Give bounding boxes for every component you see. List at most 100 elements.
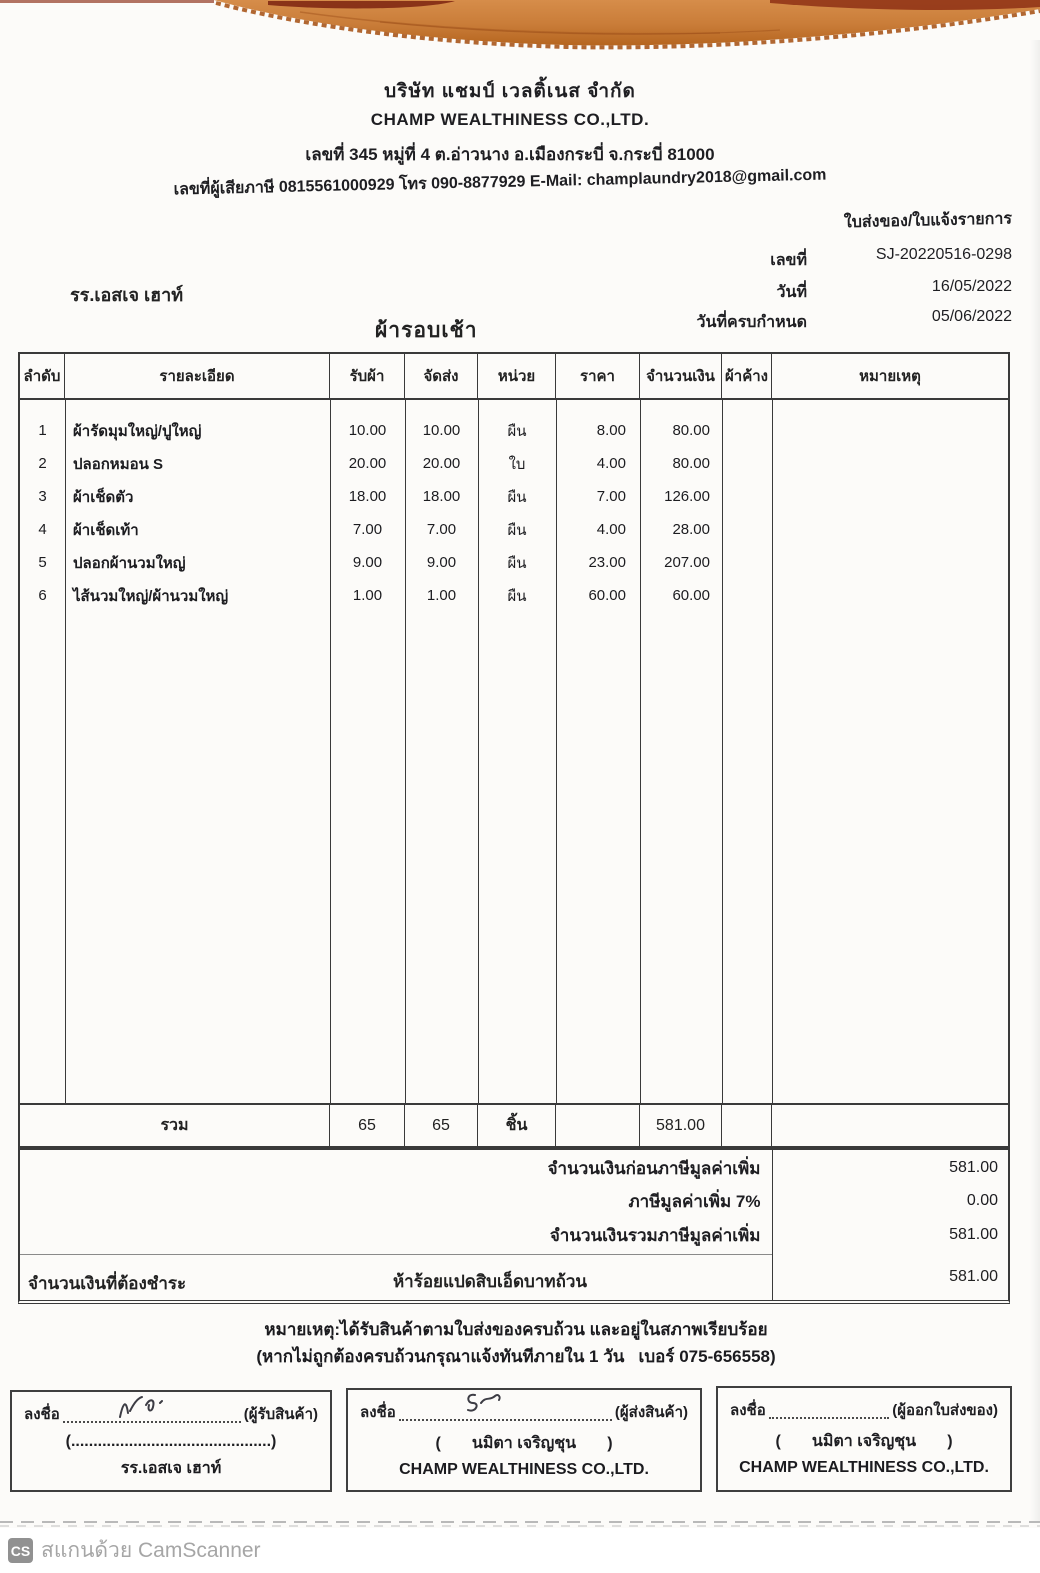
summary-row-vat: ภาษีมูลค่าเพิ่ม 7% 0.00: [20, 1186, 1008, 1216]
item-no: 1: [38, 422, 47, 439]
vat-value: 0.00: [966, 1192, 998, 1209]
table-row: 6 ไส้นวมใหญ่/ผ้านวมใหญ่ 1.00 1.00 ผืน 60…: [20, 579, 1008, 612]
col-header-remarks: หมายเหตุ: [859, 368, 921, 385]
company-name-english: CHAMP WEALTHINESS CO.,LTD.: [370, 110, 650, 129]
item-desc: ปลอกหมอน S: [73, 455, 164, 473]
item-unit: ผืน: [507, 488, 527, 506]
item-delivered: 9.00: [426, 554, 457, 571]
payable-divider-line: [20, 1254, 772, 1255]
col-header-pending: ผ้าค้าง: [722, 354, 772, 398]
wood-background: [0, 0, 1040, 50]
torn-top-sliver: [0, 0, 214, 3]
item-delivered: 1.00: [426, 587, 457, 604]
customer-name: รร.เอสเจ เฮาท์: [70, 285, 184, 305]
item-desc: ผ้าเช็ดเท้า: [73, 521, 139, 539]
amount-in-words: ห้าร้อยแปดสิบเอ็ดบาทถ้วน: [392, 1272, 588, 1291]
summary-row-payable: จำนวนเงินที่ต้องชำระ ห้าร้อยแปดสิบเอ็ดบา…: [20, 1254, 1008, 1304]
company-name-thai: บริษัท แชมป์ เวลติ้เนส จำกัด: [384, 81, 636, 102]
item-delivered: 20.00: [422, 455, 461, 472]
summary-row-grand: จำนวนเงินรวมภาษีมูลค่าเพิ่ม 581.00: [20, 1216, 1008, 1254]
col-header-delivered: จัดส่ง: [405, 354, 478, 398]
table-row: 3 ผ้าเช็ดตัว 18.00 18.00 ผืน 7.00 126.00: [20, 480, 1008, 513]
sign-name-line: (.......................................…: [65, 1433, 277, 1450]
laundry-round-title: ผ้ารอบเช้า: [375, 319, 478, 342]
total-label: รวม: [20, 1105, 330, 1146]
table-row: 4 ผ้าเช็ดเท้า 7.00 7.00 ผืน 4.00 28.00: [20, 513, 1008, 546]
item-no: 4: [38, 521, 47, 538]
item-price: 23.00: [588, 554, 626, 571]
vat-label: ภาษีมูลค่าเพิ่ม 7%: [628, 1191, 761, 1211]
item-received: 1.00: [352, 587, 383, 604]
total-received: 65: [330, 1105, 405, 1146]
column-divider: [556, 400, 557, 1103]
document-type-title: ใบส่งของ/ใบแจ้งรายการ: [843, 210, 1013, 232]
item-received: 20.00: [348, 455, 387, 472]
item-desc: ปลอกผ้านวมใหญ่: [73, 554, 186, 572]
sign-label: ลงชื่อ: [730, 1402, 766, 1419]
summary-divider: [772, 1150, 773, 1300]
signature-line: [398, 1393, 612, 1421]
sender-signature-mark: [466, 1393, 501, 1412]
item-received: 10.00: [348, 422, 387, 439]
total-amount: 581.00: [640, 1105, 722, 1146]
sign-role: (ผู้ออกใบส่งของ): [892, 1402, 998, 1419]
doc-date-value: 16/05/2022: [931, 278, 1012, 295]
items-table: ลำดับ รายละเอียด รับผ้า จัดส่ง หน่วย ราค…: [18, 352, 1010, 1148]
item-desc: ผ้ารัดมุมใหญ่/ปูใหญ่: [73, 422, 202, 440]
total-pending-empty: [722, 1105, 772, 1146]
col-header-unit: หน่วย: [478, 354, 556, 398]
column-divider: [772, 400, 773, 1103]
item-no: 5: [38, 554, 47, 571]
item-price: 7.00: [596, 488, 626, 505]
item-received: 18.00: [348, 488, 387, 505]
sign-label: ลงชื่อ: [360, 1404, 396, 1421]
table-row: 1 ผ้ารัดมุมใหญ่/ปูใหญ่ 10.00 10.00 ผืน 8…: [20, 414, 1008, 447]
col-header-amount: จำนวนเงิน: [640, 354, 722, 398]
item-price: 4.00: [596, 455, 626, 472]
summary-row-pre-vat: จำนวนเงินก่อนภาษีมูลค่าเพิ่ม 581.00: [20, 1150, 1008, 1186]
item-delivered: 10.00: [422, 422, 461, 439]
doc-number-value: SJ-20220516-0298: [875, 246, 1012, 263]
note-line-2: (หากไม่ถูกต้องครบถ้วนกรุณาแจ้งทันทีภายใน…: [256, 1347, 776, 1366]
camscanner-icon: CS: [8, 1538, 33, 1563]
item-amount: 60.00: [672, 587, 710, 604]
item-amount: 28.00: [672, 521, 710, 538]
doc-number-label: เลขที่: [770, 252, 807, 269]
item-amount: 80.00: [672, 455, 710, 472]
item-unit: ผืน: [507, 554, 527, 572]
item-no: 3: [38, 488, 47, 505]
sign-name-line: ( นมิตา เจริญชุน ): [435, 1435, 613, 1452]
signature-box-sender: ลงชื่อ (ผู้ส่งสินค้า) ( นมิตา เจริญชุน )…: [346, 1388, 702, 1492]
item-delivered: 18.00: [422, 488, 461, 505]
sign-name-line: ( นมิตา เจริญชุน ): [775, 1433, 953, 1450]
item-desc: ไส้นวมใหญ่/ผ้านวมใหญ่: [73, 587, 229, 605]
column-divider: [640, 400, 641, 1103]
paper-edge-shadow: [1030, 40, 1040, 1521]
payable-value: 581.00: [949, 1268, 998, 1285]
table-row: 5 ปลอกผ้านวมใหญ่ 9.00 9.00 ผืน 23.00 207…: [20, 546, 1008, 579]
pre-vat-value: 581.00: [949, 1159, 998, 1176]
column-divider: [330, 400, 331, 1103]
total-remarks-empty: [772, 1105, 1008, 1146]
table-total-row: รวม 65 65 ชิ้น 581.00: [20, 1103, 1008, 1146]
payable-label: จำนวนเงินที่ต้องชำระ: [28, 1274, 187, 1293]
item-received: 7.00: [352, 521, 383, 538]
col-header-price: ราคา: [556, 354, 640, 398]
col-header-desc: รายละเอียด: [65, 354, 330, 398]
signature-box-receiver: ลงชื่อ (ผู้รับสินค้า) (.................…: [10, 1390, 332, 1492]
sign-org: รร.เอสเจ เฮาท์: [120, 1460, 222, 1477]
item-no: 6: [38, 587, 47, 604]
item-price: 8.00: [596, 422, 626, 439]
item-amount: 207.00: [664, 554, 710, 571]
company-address: เลขที่ 345 หมู่ที่ 4 ต.อ่าวนาง อ.เมืองกร…: [305, 145, 715, 164]
torn-edge: [0, 1525, 1040, 1527]
sign-role: (ผู้รับสินค้า): [243, 1406, 318, 1423]
item-delivered: 7.00: [426, 521, 457, 538]
due-date-value: 05/06/2022: [931, 308, 1012, 325]
signature-box-issuer: ลงชื่อ (ผู้ออกใบส่งของ) ( นมิตา เจริญชุน…: [716, 1386, 1012, 1492]
table-header-row: ลำดับ รายละเอียด รับผ้า จัดส่ง หน่วย ราค…: [20, 354, 1008, 400]
column-divider: [405, 400, 406, 1103]
item-price: 4.00: [596, 521, 626, 538]
total-unit: ชิ้น: [478, 1105, 556, 1146]
column-divider: [478, 400, 479, 1103]
